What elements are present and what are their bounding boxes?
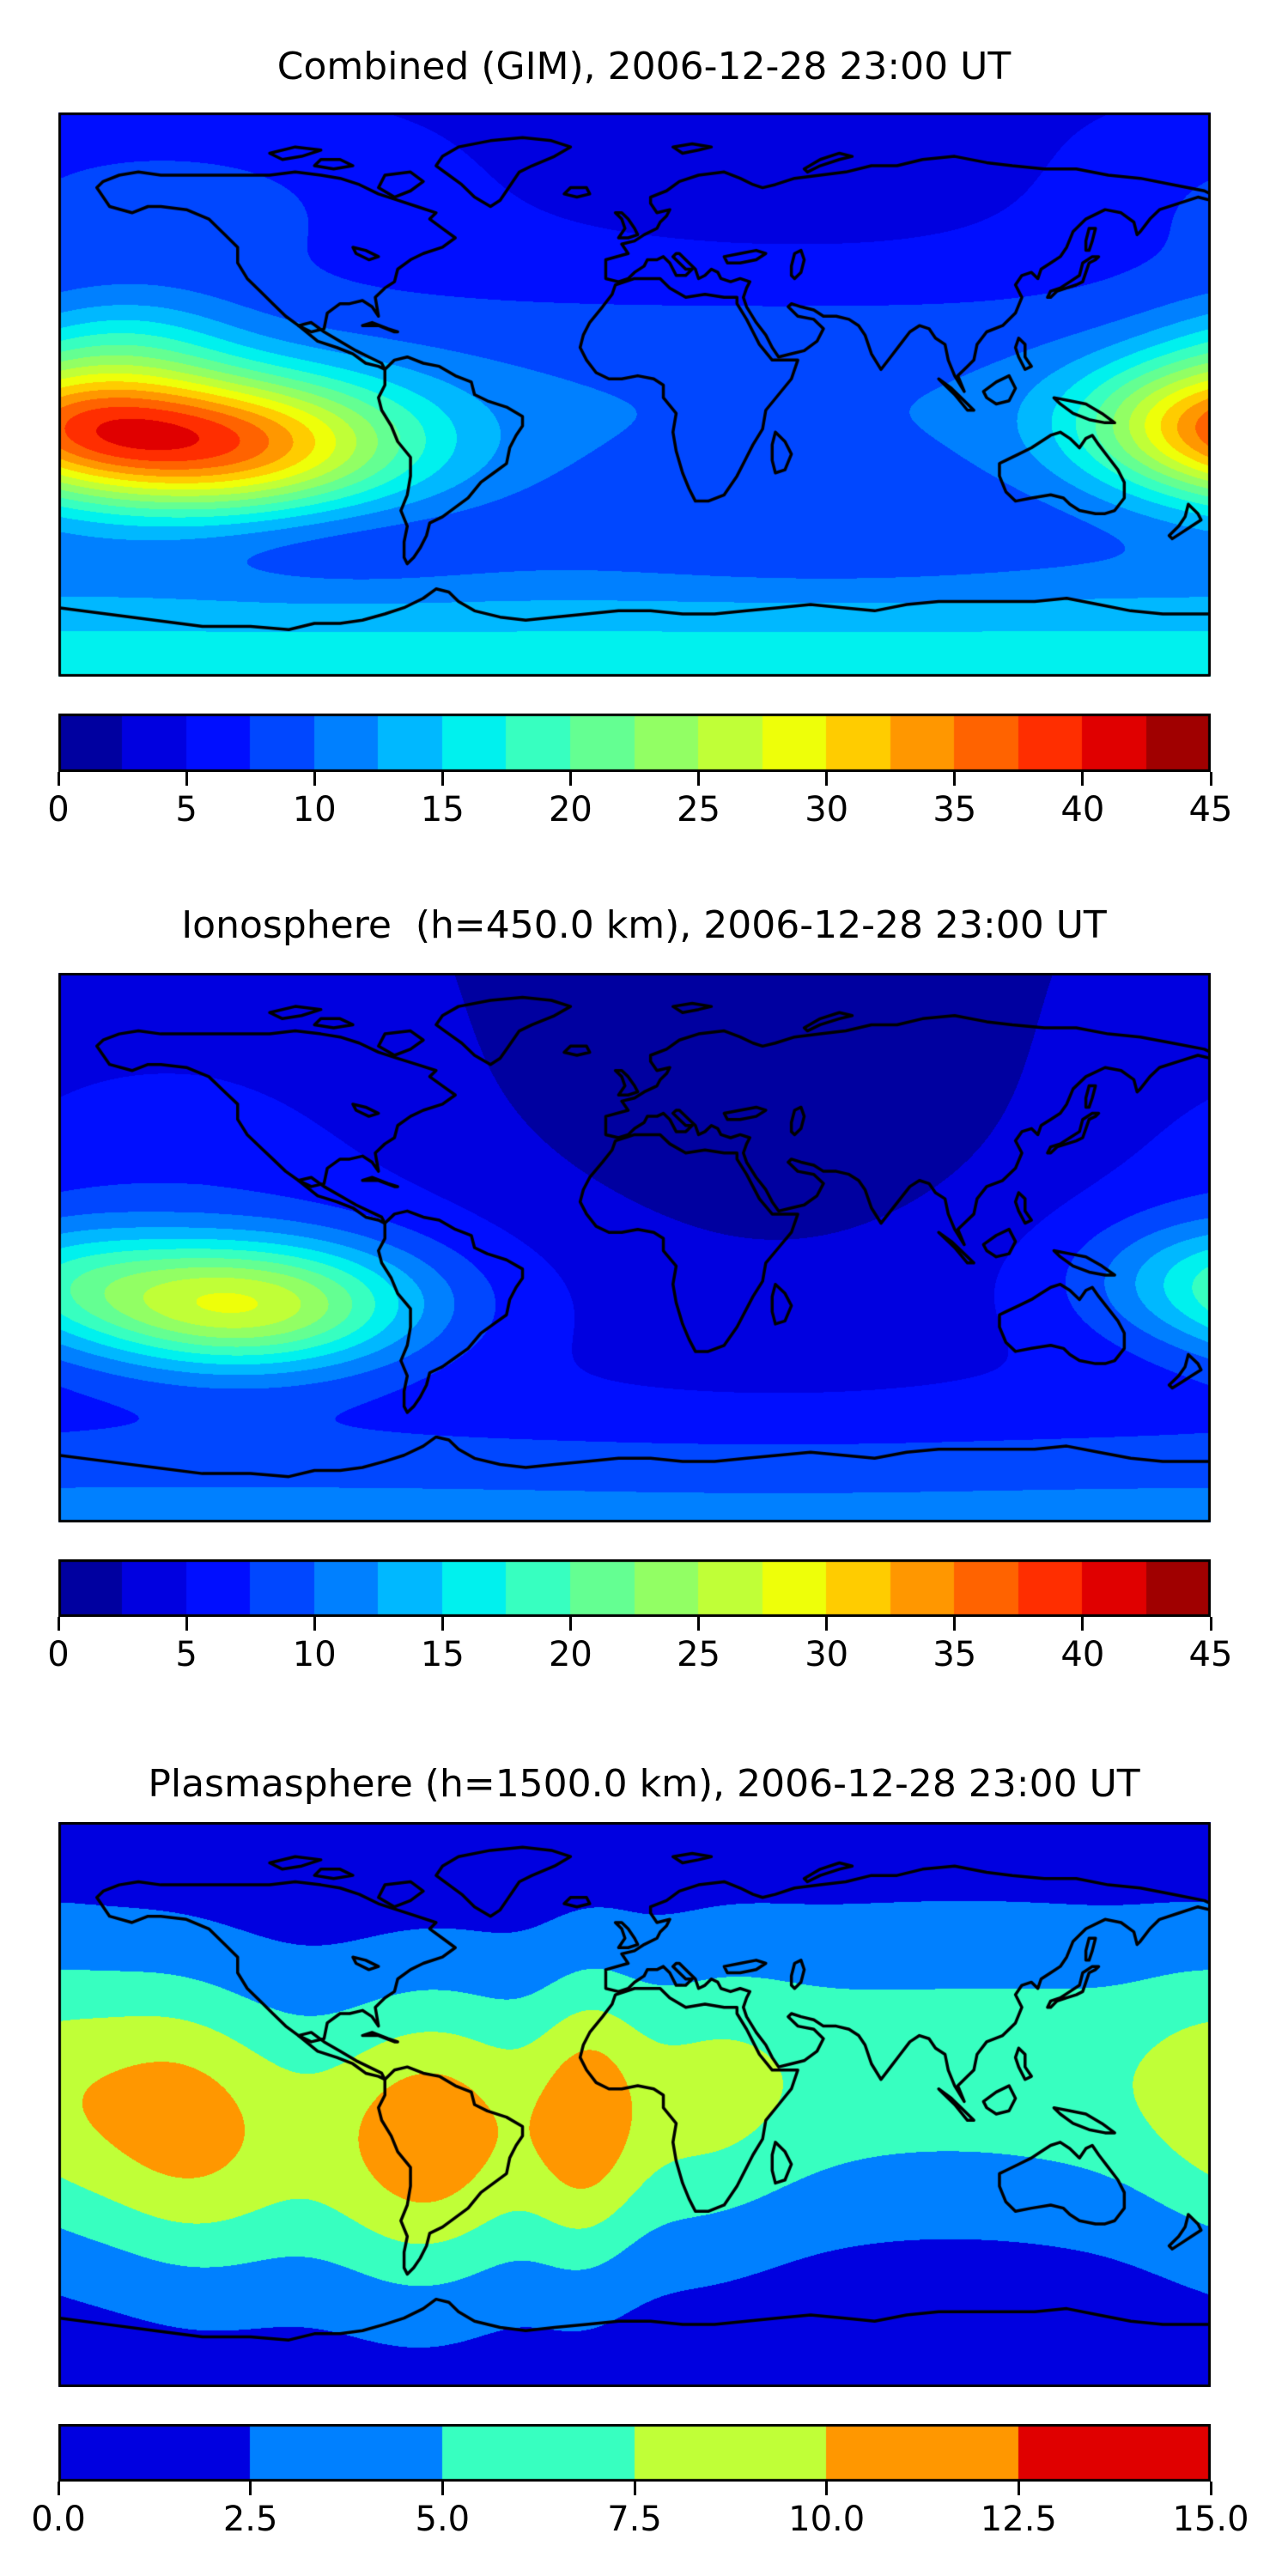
colorbar-tick-label: 25 (677, 790, 720, 829)
panel-title-combined: Combined (GIM), 2006-12-28 23:00 UT (276, 45, 1012, 88)
map-ionosphere (58, 973, 1211, 1522)
colorbar-tick (825, 2482, 829, 2495)
colorbar-tick (1081, 1617, 1084, 1631)
colorbar-tick (1209, 2482, 1212, 2495)
colorbar-tick (825, 1617, 829, 1631)
colorbar-tick (697, 1617, 701, 1631)
colorbar-tick (1017, 2482, 1020, 2495)
colorbar-tick-label: 10.0 (788, 2500, 866, 2539)
colorbar-tick-label: 0 (47, 1635, 70, 1674)
colorbar-tick-label: 15 (420, 1635, 465, 1674)
colorbar-tick-label: 40 (1060, 1635, 1105, 1674)
colorbar-tick-label: 35 (933, 790, 977, 829)
colorbar-tick (953, 772, 957, 786)
colorbar-tick-label: 40 (1060, 790, 1105, 829)
colorbar-tick-label: 5 (175, 790, 197, 829)
colorbar-tick-label: 15.0 (1172, 2500, 1249, 2539)
colorbar-tick (57, 772, 60, 786)
colorbar-tick-label: 0.0 (31, 2500, 86, 2539)
colorbar-tick-label: 10 (292, 1635, 337, 1674)
colorbar-tick (57, 2482, 60, 2495)
colorbar-plasmasphere (58, 2424, 1211, 2482)
colorbar-tick (1209, 772, 1212, 786)
colorbar-tick (1209, 1617, 1212, 1631)
colorbar-tick-label: 30 (805, 790, 849, 829)
colorbar-tick-label: 25 (677, 1635, 720, 1674)
colorbar-tick (313, 772, 316, 786)
colorbar-tick-label: 45 (1188, 790, 1233, 829)
colorbar-tick-label: 0 (47, 790, 70, 829)
colorbar-tick-label: 12.5 (980, 2500, 1057, 2539)
colorbar-tick (825, 772, 829, 786)
colorbar-tick (440, 772, 444, 786)
map-plasmasphere (58, 1822, 1211, 2387)
colorbar-tick-label: 5 (175, 1635, 197, 1674)
colorbar-tick-label: 15 (420, 790, 465, 829)
colorbar-tick-label: 35 (933, 1635, 977, 1674)
colorbar-combined (58, 714, 1211, 772)
colorbar-tick (953, 1617, 957, 1631)
colorbar-tick-label: 2.5 (222, 2500, 278, 2539)
colorbar-tick-label: 7.5 (607, 2500, 662, 2539)
panel-title-plasmasphere: Plasmasphere (h=1500.0 km), 2006-12-28 2… (148, 1762, 1140, 1806)
colorbar-tick-label: 10 (292, 790, 337, 829)
colorbar-tick-label: 45 (1188, 1635, 1233, 1674)
colorbar-tick (633, 2482, 636, 2495)
colorbar-tick (313, 1617, 316, 1631)
colorbar-tick (568, 1617, 572, 1631)
map-combined (58, 112, 1211, 677)
panel-title-ionosphere: Ionosphere (h=450.0 km), 2006-12-28 23:0… (181, 903, 1107, 947)
colorbar-tick-label: 20 (548, 1635, 592, 1674)
colorbar-tick (568, 772, 572, 786)
colorbar-ionosphere (58, 1559, 1211, 1617)
colorbar-tick-label: 20 (548, 790, 592, 829)
colorbar-tick (440, 1617, 444, 1631)
colorbar-tick-label: 30 (805, 1635, 849, 1674)
colorbar-tick (440, 2482, 444, 2495)
colorbar-tick (1081, 772, 1084, 786)
colorbar-tick (185, 1617, 188, 1631)
colorbar-tick (185, 772, 188, 786)
colorbar-tick (697, 772, 701, 786)
colorbar-tick-label: 5.0 (415, 2500, 471, 2539)
colorbar-tick (57, 1617, 60, 1631)
colorbar-tick (249, 2482, 252, 2495)
